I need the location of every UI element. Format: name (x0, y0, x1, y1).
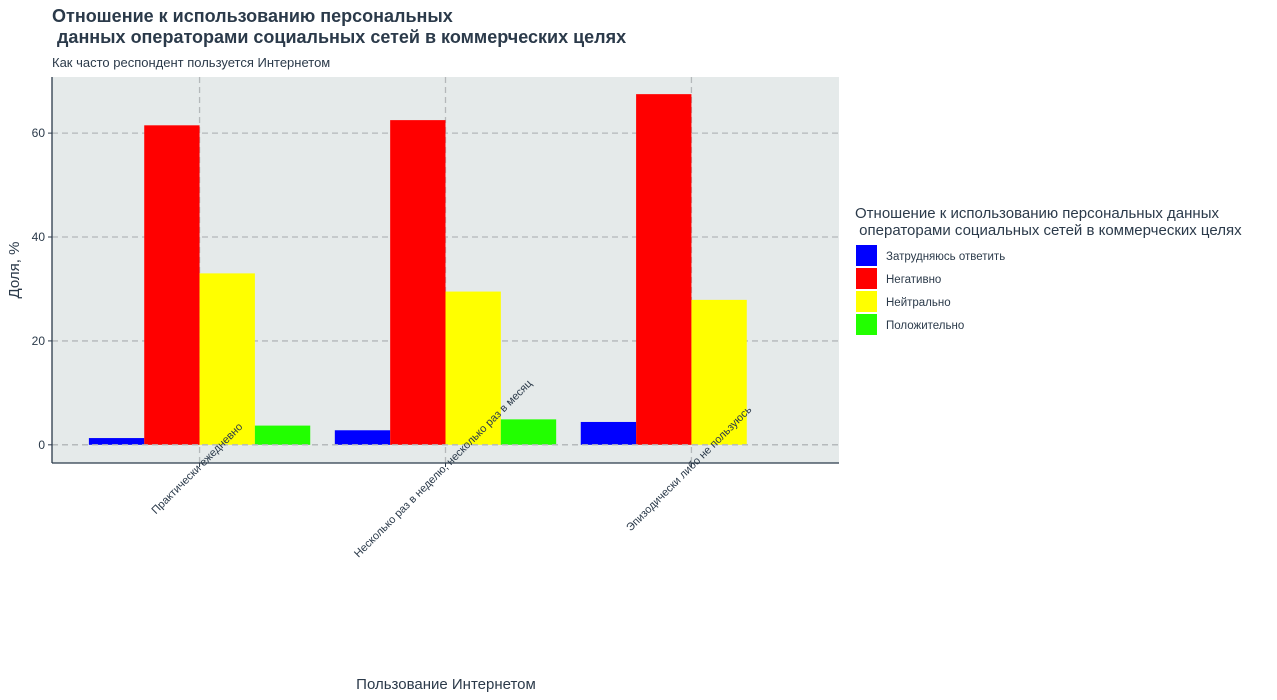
y-tick-label: 40 (32, 230, 46, 244)
legend-swatch (856, 245, 877, 266)
y-tick-label: 20 (32, 334, 46, 348)
legend: Отношение к использованию персональных д… (855, 205, 1242, 335)
x-axis-title: Пользование Интернетом (356, 676, 536, 693)
y-tick-label: 0 (38, 438, 45, 452)
legend-label: Положительно (886, 320, 964, 332)
legend-label: Негативно (886, 274, 941, 286)
legend-items: Затрудняюсь ответить Негативно Нейтрально П… (856, 245, 1005, 335)
legend-title-line-1: Отношение к использованию персональных д… (855, 205, 1219, 222)
y-tick-label: 60 (32, 126, 46, 140)
bar (88, 438, 145, 445)
legend-swatch (856, 291, 877, 312)
bar (445, 291, 501, 445)
bar (691, 299, 747, 445)
bar (636, 94, 692, 445)
bar (199, 273, 255, 445)
legend-swatch (856, 268, 877, 289)
bar (580, 421, 637, 445)
legend-swatch (856, 314, 877, 335)
bar (334, 430, 391, 445)
bars (52, 94, 839, 446)
chart-title-line-1: Отношение к использованию персональных (52, 6, 453, 26)
y-axis-title: Доля, % (6, 242, 23, 299)
chart-subtitle: Как часто респондент пользуется Интернет… (52, 55, 330, 70)
bar (254, 425, 311, 445)
legend-title-line-2: операторами социальных сетей в коммерчес… (855, 222, 1242, 239)
chart-title-line-2: данных операторами социальных сетей в ко… (52, 27, 626, 47)
legend-label: Затрудняюсь ответить (886, 251, 1005, 263)
bar (144, 125, 200, 445)
legend-label: Нейтрально (886, 297, 951, 309)
bar (390, 120, 446, 445)
bar (500, 419, 557, 445)
